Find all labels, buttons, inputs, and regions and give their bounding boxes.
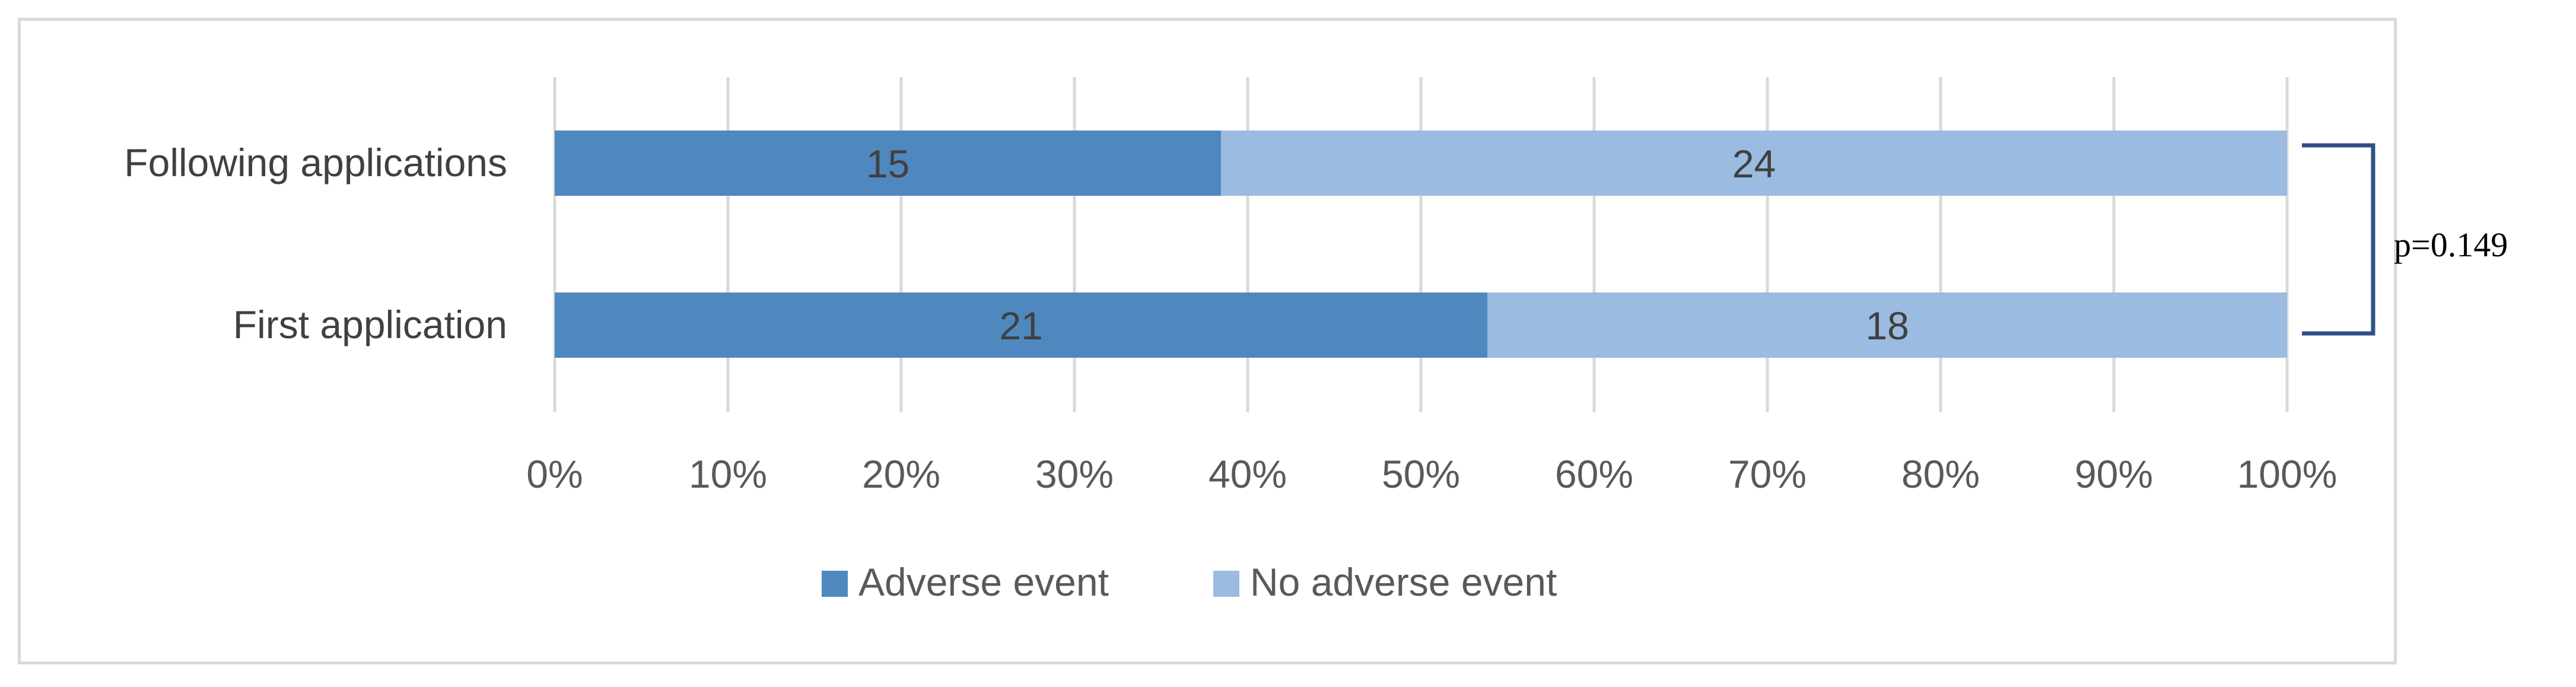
x-tick-label: 50% xyxy=(1382,452,1460,496)
category-label: Following applications xyxy=(124,141,507,185)
x-tick-label: 0% xyxy=(526,452,583,496)
significance-bracket xyxy=(2302,143,2375,336)
x-tick-label: 80% xyxy=(1901,452,1980,496)
bar-segment xyxy=(1221,131,2287,196)
data-label: 21 xyxy=(999,304,1042,348)
x-tick-label: 20% xyxy=(862,452,940,496)
x-tick-label: 60% xyxy=(1555,452,1633,496)
p-value-annotation: p=0.149 xyxy=(2394,225,2508,264)
data-label: 18 xyxy=(1865,304,1909,348)
bar-segment xyxy=(1487,292,2287,358)
x-tick-label: 90% xyxy=(2075,452,2153,496)
legend-swatch xyxy=(822,571,848,597)
legend-swatch xyxy=(1213,571,1239,597)
x-tick-label: 40% xyxy=(1209,452,1287,496)
legend-label: Adverse event xyxy=(858,560,1109,604)
data-label: 24 xyxy=(1732,142,1776,186)
bar-segment xyxy=(555,292,1488,358)
bar-segment xyxy=(555,131,1222,196)
x-tick-label: 70% xyxy=(1728,452,1807,496)
category-label: First application xyxy=(233,303,507,346)
x-tick-label: 10% xyxy=(689,452,767,496)
x-tick-label: 30% xyxy=(1035,452,1114,496)
data-label: 15 xyxy=(866,142,909,186)
x-tick-label: 100% xyxy=(2237,452,2338,496)
legend-label: No adverse event xyxy=(1250,560,1557,604)
